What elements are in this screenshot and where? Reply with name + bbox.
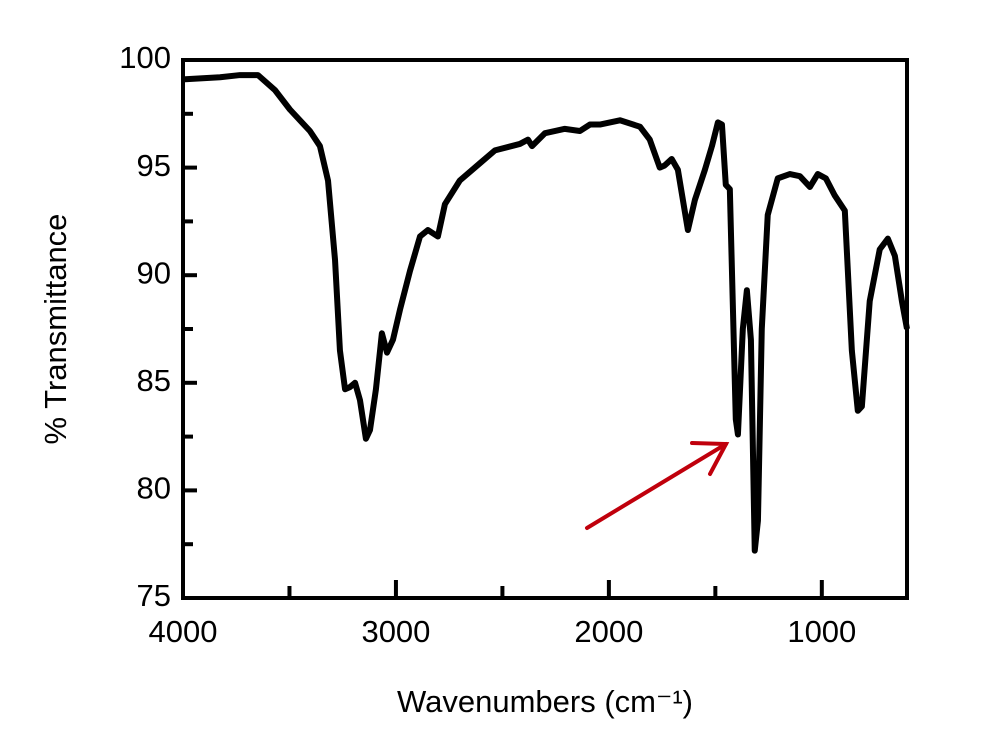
plot-frame — [181, 58, 909, 600]
y-axis-label: % Transmittance — [38, 214, 73, 445]
x-axis-label: Wavenumbers (cm⁻¹) — [397, 684, 693, 719]
x-tick-label: 1000 — [787, 614, 856, 649]
spectrum-line — [182, 72, 910, 554]
y-tick-label: 80 — [137, 471, 171, 506]
annotation-arrow — [585, 441, 730, 530]
y-tick-label: 85 — [137, 363, 171, 398]
y-tick-label: 100 — [119, 40, 171, 75]
y-tick-label: 90 — [137, 255, 171, 290]
y-tick-label: 75 — [137, 578, 171, 613]
x-tick-label: 3000 — [361, 614, 430, 649]
x-tick-label: 2000 — [574, 614, 643, 649]
y-tick-label: 95 — [137, 148, 171, 183]
x-tick-label: 4000 — [149, 614, 218, 649]
